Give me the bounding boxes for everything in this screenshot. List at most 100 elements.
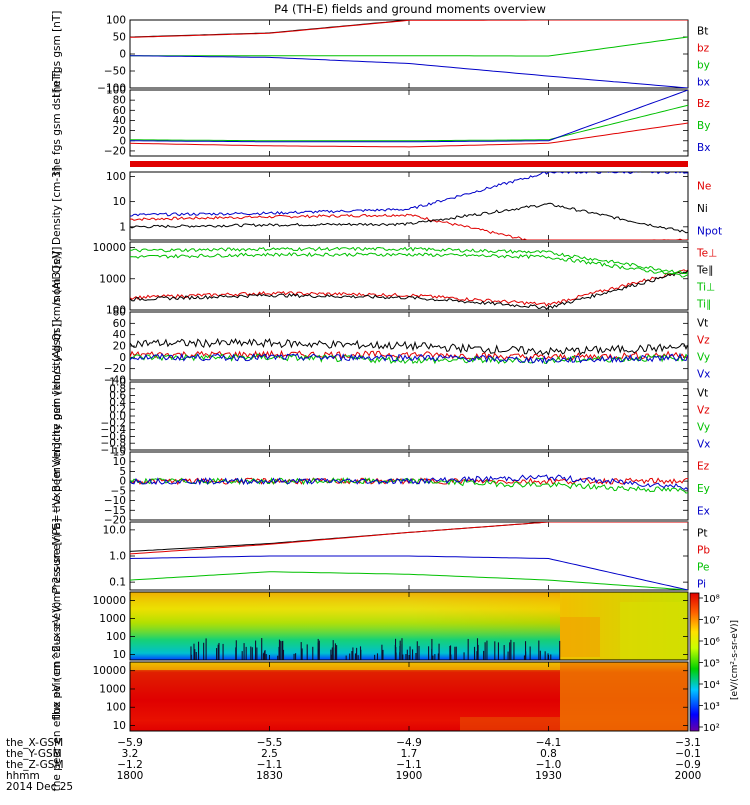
series-Vy — [130, 352, 688, 365]
panel-temperature: 10000 1000 100 mom3 [eV] Te⊥ Te∥ Ti⊥ Ti∥ — [51, 241, 717, 317]
legend-Ey: Ey — [697, 483, 710, 495]
footer-value-y: 0.8 — [540, 748, 557, 760]
y-axis-label: the peir en eflux eV (cm^2-s-sr-eV) — [51, 533, 63, 719]
y-tick-label: −100 — [97, 83, 126, 95]
y-tick-label: 40 — [113, 329, 126, 341]
y-tick-label: 80 — [113, 307, 126, 319]
legend-Pb: Pb — [697, 545, 710, 557]
legend-By: By — [697, 120, 710, 132]
y-tick-label: 0 — [119, 135, 126, 147]
footer-value-t: 1900 — [396, 770, 423, 782]
footer-value-y: −0.1 — [675, 748, 701, 760]
colorbar-tick: 10⁶ — [703, 637, 720, 648]
y-tick-label: 100 — [106, 305, 126, 317]
legend-Ni: Ni — [697, 203, 708, 215]
legend-Te∥: Te∥ — [696, 265, 713, 277]
y-tick-label: 0.6 — [109, 390, 126, 402]
y-tick-label: −20 — [104, 145, 126, 157]
y-tick-label: −0.8 — [101, 438, 127, 450]
y-tick-label: 0.0 — [109, 411, 126, 423]
mode-bar — [130, 161, 688, 167]
footer-row-label: the_Z-GSM — [6, 759, 64, 771]
series-Npot — [130, 172, 688, 217]
legend-Vx: Vx — [697, 369, 710, 381]
y-tick-label: 20 — [113, 341, 126, 353]
y-tick-label: 80 — [113, 95, 126, 107]
y-tick-label: −50 — [104, 66, 126, 78]
colorbar: 10⁸ 10⁷ 10⁶ 10⁵ 10⁴ 10³ 10² [eV/(cm²-s-sr-eV)] — [689, 592, 740, 734]
footer-value-y: 3.2 — [122, 748, 139, 760]
colorbar-tick: 10² — [703, 723, 720, 734]
series-Ti∥ — [130, 251, 688, 278]
y-tick-label: 100 — [106, 171, 126, 183]
series-Ey — [130, 477, 688, 494]
legend-Vt: Vt — [697, 388, 708, 400]
footer-value-z: −1.1 — [257, 759, 283, 771]
y-axis-label: the peer en eflux eV (cm^2-s-sr-eV) — [51, 602, 63, 792]
y-tick-label: 100 — [106, 85, 126, 97]
series-Pb — [130, 522, 688, 555]
footer-value-t: 2000 — [675, 770, 702, 782]
series-by — [130, 36, 688, 57]
footer-value-z: −1.0 — [536, 759, 562, 771]
y-axis-label: Pressure [nPa] — [51, 518, 63, 593]
legend-Bx: Bx — [697, 142, 710, 154]
panel-frame — [129, 19, 689, 89]
y-tick-label: 0 — [119, 352, 126, 364]
legend-Vy: Vy — [697, 422, 710, 434]
footer-value-y: 2.5 — [261, 748, 278, 760]
footer-value-y: 1.7 — [401, 748, 418, 760]
colorbar-tick: 10³ — [703, 702, 720, 713]
legend-Ti∥: Ti∥ — [696, 299, 711, 311]
series-Ex — [130, 474, 688, 491]
y-tick-label: −0.2 — [101, 417, 127, 429]
colorbar-tick: 10⁸ — [703, 594, 720, 605]
series-Vt — [130, 337, 688, 357]
footer-value-z: −0.9 — [675, 759, 701, 771]
y-axis-label: the fgs gsm dsl [nT] — [51, 70, 63, 175]
legend-Vx: Vx — [697, 439, 710, 451]
y-axis-label: the peer velocity gsm [km/s (All Qs)] — [51, 319, 63, 512]
series-Bz — [130, 122, 688, 148]
y-tick-label: −20 — [104, 363, 126, 375]
y-tick-label: 0.1 — [109, 577, 126, 589]
panel-peer-spectrogram: 10000 1000 100 10 the peer en eflux eV (cm^2… — [51, 602, 689, 792]
y-tick-label: 100 — [106, 631, 126, 643]
footer-value-x: −4.9 — [396, 737, 422, 749]
footer-value-x: −4.1 — [536, 737, 562, 749]
series-Te⊥ — [130, 269, 688, 307]
footer-row-label: 2014 Dec 25 — [6, 781, 73, 793]
y-tick-label: 1.0 — [109, 551, 126, 563]
y-tick-label: 10000 — [93, 665, 126, 677]
series-Pe — [130, 571, 688, 590]
y-tick-label: 60 — [113, 105, 126, 117]
colorbar-tick: 10⁷ — [703, 616, 720, 627]
y-tick-label: 10 — [113, 456, 126, 468]
y-tick-label: 60 — [113, 318, 126, 330]
y-axis-label: Density [cm-3] — [51, 167, 63, 245]
y-axis-label: the peir velocity gsm [km/s (All Qs)] — [51, 251, 63, 440]
peer-spectrogram-image — [130, 662, 688, 731]
panel-frame — [129, 89, 689, 157]
colorbar-tick: 10⁴ — [703, 680, 720, 691]
y-tick-label: 1 — [119, 221, 126, 233]
y-tick-label: 40 — [113, 115, 126, 127]
plot-title: P4 (TH-E) fields and ground moments over… — [274, 2, 546, 16]
y-tick-label: 10 — [113, 649, 126, 661]
y-tick-label: 1.0 — [109, 377, 126, 389]
colorbar-tick: 10⁵ — [703, 659, 720, 670]
panel-frame — [129, 381, 689, 451]
colorbar-scale — [689, 592, 700, 732]
colorbar-label: [eV/(cm²-s-sr-eV)] — [730, 620, 740, 700]
panel-peer-velocity: 1.00.80.60.40.20.0−0.2−0.4−0.6−0.8−1.0 th… — [51, 319, 710, 512]
y-tick-label: −20 — [104, 515, 126, 527]
panel-frame — [129, 171, 689, 241]
y-tick-label: −15 — [104, 505, 126, 517]
series-Ti⊥ — [130, 246, 688, 275]
footer-value-t: 1830 — [256, 770, 283, 782]
series-Ni — [130, 202, 688, 234]
series-Ne — [130, 213, 688, 240]
